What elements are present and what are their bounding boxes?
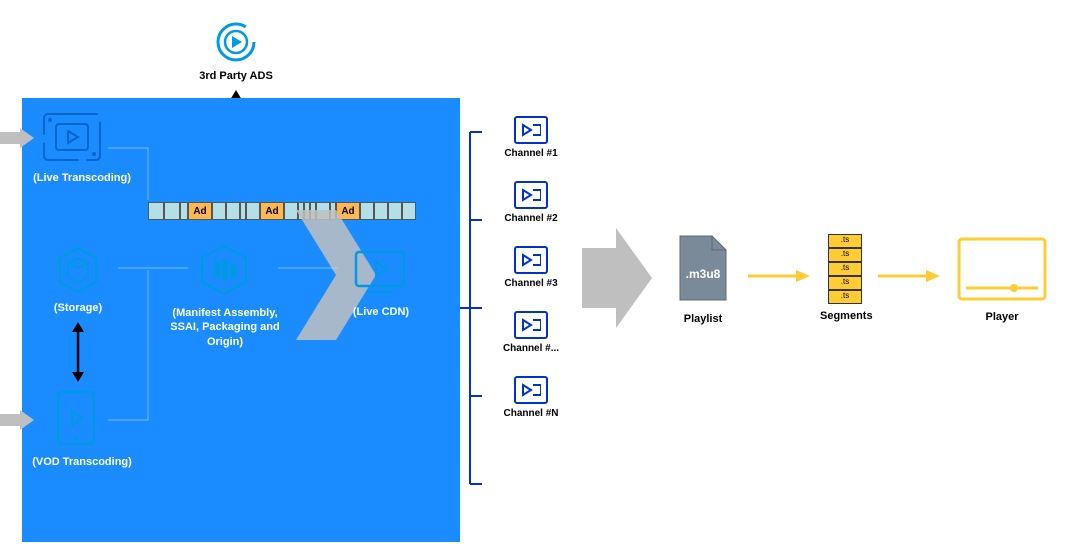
playlist-ext: .m3u8 (686, 267, 721, 281)
arrow-playlist-segments (748, 270, 810, 282)
ads-label: 3rd Party ADS (190, 70, 282, 82)
channel-item: Channel #1 (486, 116, 576, 159)
live-cdn-icon (352, 248, 408, 301)
ads-icon (206, 18, 266, 71)
channel-item: Channel #3 (486, 246, 576, 289)
arrow-in-live (0, 128, 34, 148)
storage-icon (52, 244, 104, 301)
storage-label: (Storage) (40, 302, 116, 314)
channel-item: Channel #N (486, 376, 576, 419)
live-transcoding-icon (42, 112, 102, 167)
arrow-segments-player (878, 270, 940, 282)
inner-connectors (108, 140, 358, 440)
arrow-storage-vod (70, 322, 86, 382)
channel-bracket (458, 128, 486, 488)
channels-column: Channel #1 Channel #2 Channel #3 Channel… (486, 116, 576, 419)
vod-transcoding-label: (VOD Transcoding) (22, 456, 142, 468)
arrow-channels-playlist (582, 228, 652, 328)
vod-transcoding-icon (52, 388, 100, 453)
channel-item: Channel #2 (486, 181, 576, 224)
channel-item: Channel #... (486, 311, 576, 354)
segments-icon: .ts .ts .ts .ts .ts Segments (820, 234, 870, 322)
playlist-icon: .m3u8 Playlist (668, 232, 738, 325)
arrow-in-vod (0, 410, 34, 430)
player-icon: Player (952, 236, 1052, 323)
